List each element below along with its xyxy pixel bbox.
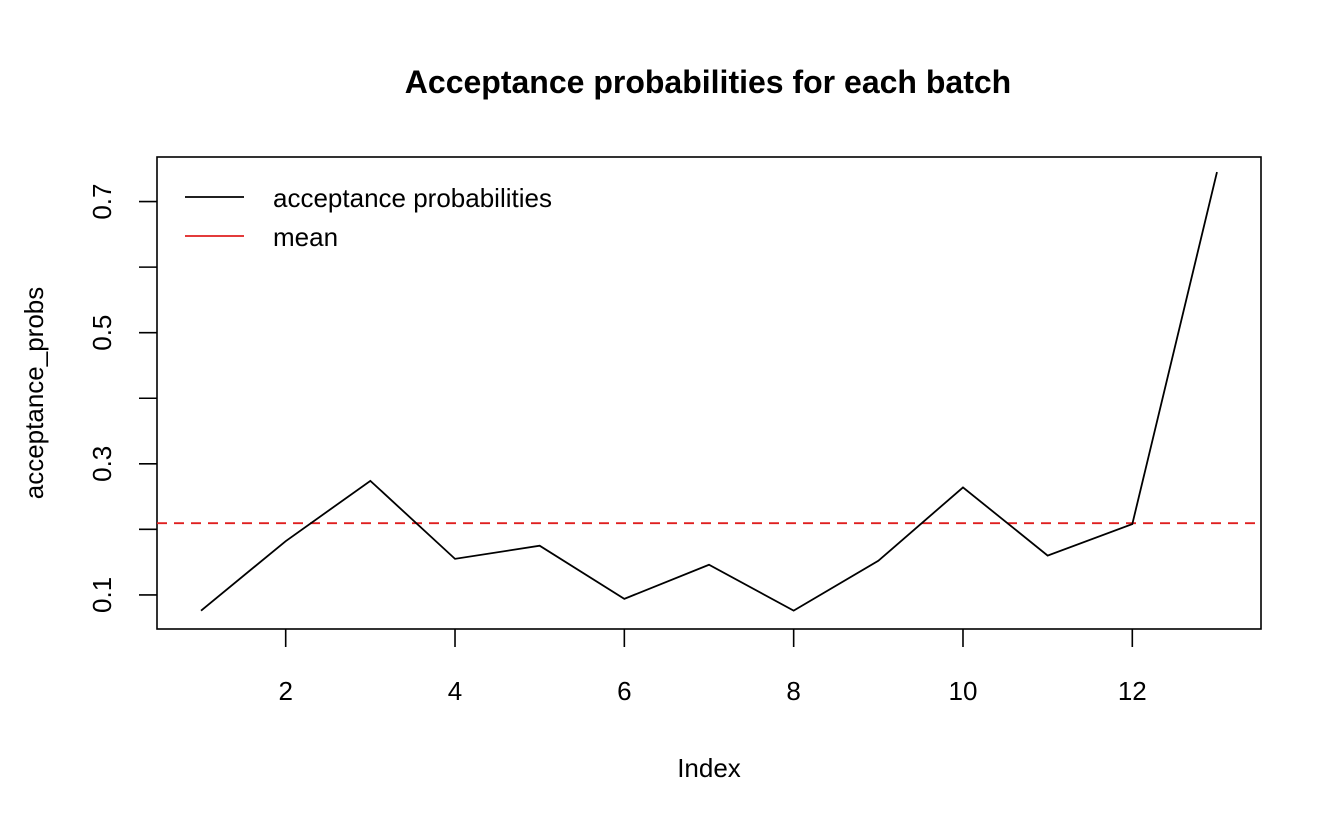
legend: acceptance probabilities mean [185,183,552,252]
y-axis-label: acceptance_probs [19,287,49,499]
data-points [201,172,1217,611]
legend-label-acceptance-probabilities: acceptance probabilities [273,183,552,213]
plot-frame [156,156,1262,630]
y-tick-label: 0.5 [87,315,117,351]
x-tick-label: 8 [786,676,800,706]
x-axis-label: Index [677,753,741,783]
x-tick-label: 10 [949,676,978,706]
x-axis: 2 4 6 8 10 12 [278,629,1147,706]
legend-label-mean: mean [273,222,338,252]
x-tick-label: 6 [617,676,631,706]
chart-title: Acceptance probabilities for each batch [405,64,1011,100]
y-axis: 0.1 0.3 0.5 0.7 [87,183,157,613]
x-tick-label: 4 [448,676,462,706]
y-tick-label: 0.7 [87,183,117,219]
x-tick-label: 12 [1118,676,1147,706]
y-tick-label: 0.1 [87,577,117,613]
y-tick-label: 0.3 [87,446,117,482]
x-tick-label: 2 [278,676,292,706]
acceptance-probabilities-line [200,171,1218,612]
